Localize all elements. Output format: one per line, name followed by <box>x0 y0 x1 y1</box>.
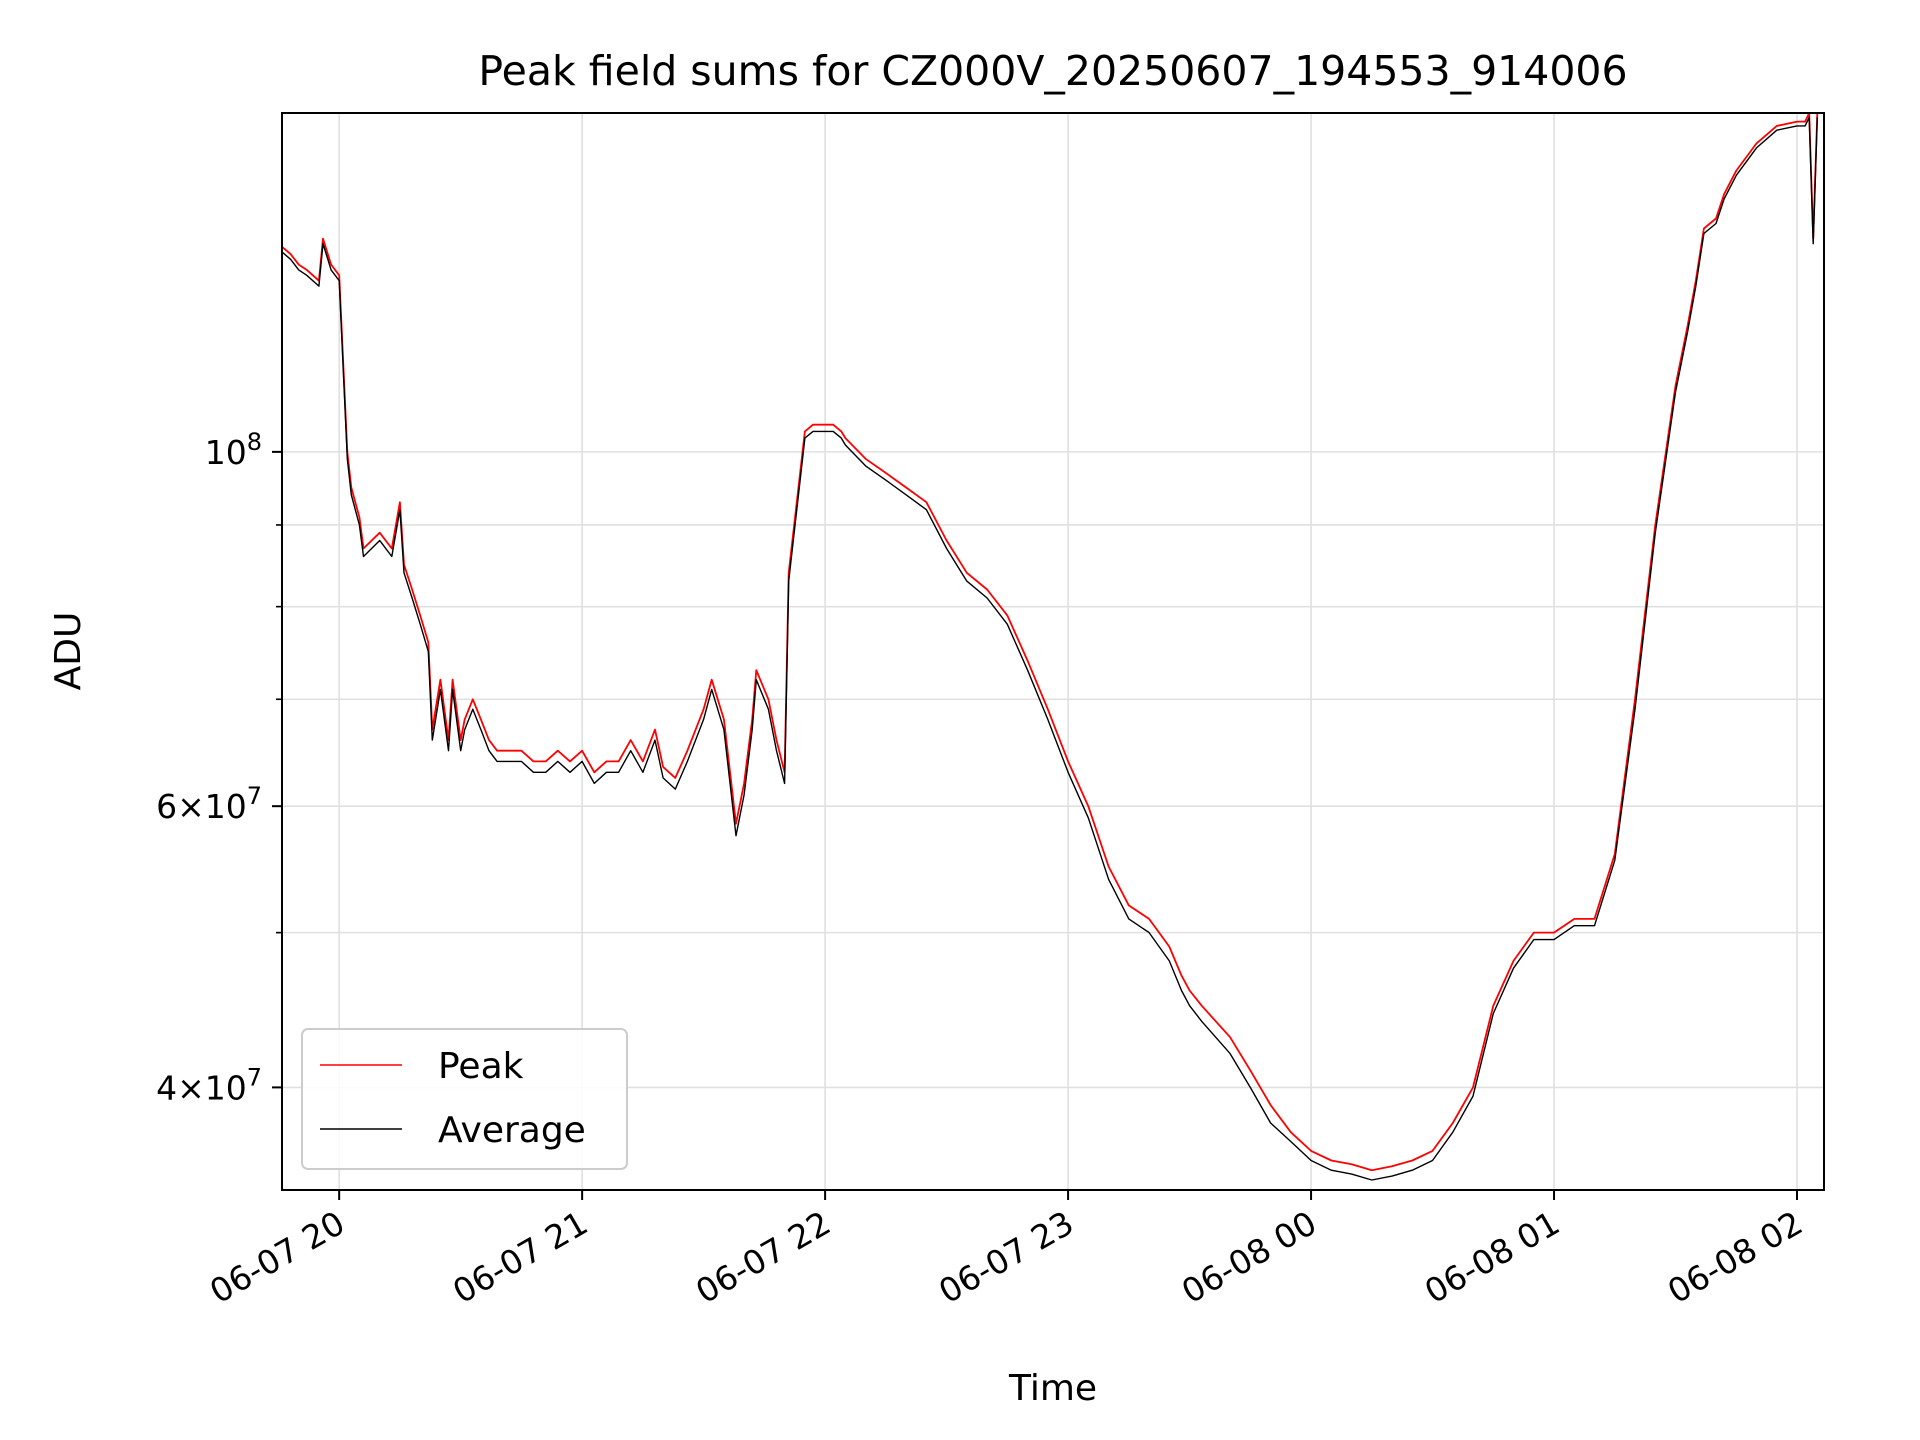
y-axis: 4×107 6×107 108 <box>156 428 282 1107</box>
y-tick-label: 6×107 <box>156 782 262 826</box>
series-line-average <box>282 116 1818 1181</box>
legend: Peak Average <box>301 1028 628 1170</box>
legend-label-average: Average <box>438 1110 586 1151</box>
y-tick-label: 4×107 <box>156 1063 262 1107</box>
legend-box <box>301 1028 628 1170</box>
y-axis-label: ADU <box>48 612 89 691</box>
y-tick-label: 108 <box>205 428 262 472</box>
chart-title: Peak field sums for CZ000V_20250607_1945… <box>478 47 1627 95</box>
legend-label-peak: Peak <box>438 1046 524 1087</box>
x-axis-label: Time <box>1008 1368 1097 1409</box>
series-line-peak <box>282 113 1819 1172</box>
plot-frame <box>281 112 1825 1191</box>
series-layer <box>282 113 1819 1181</box>
